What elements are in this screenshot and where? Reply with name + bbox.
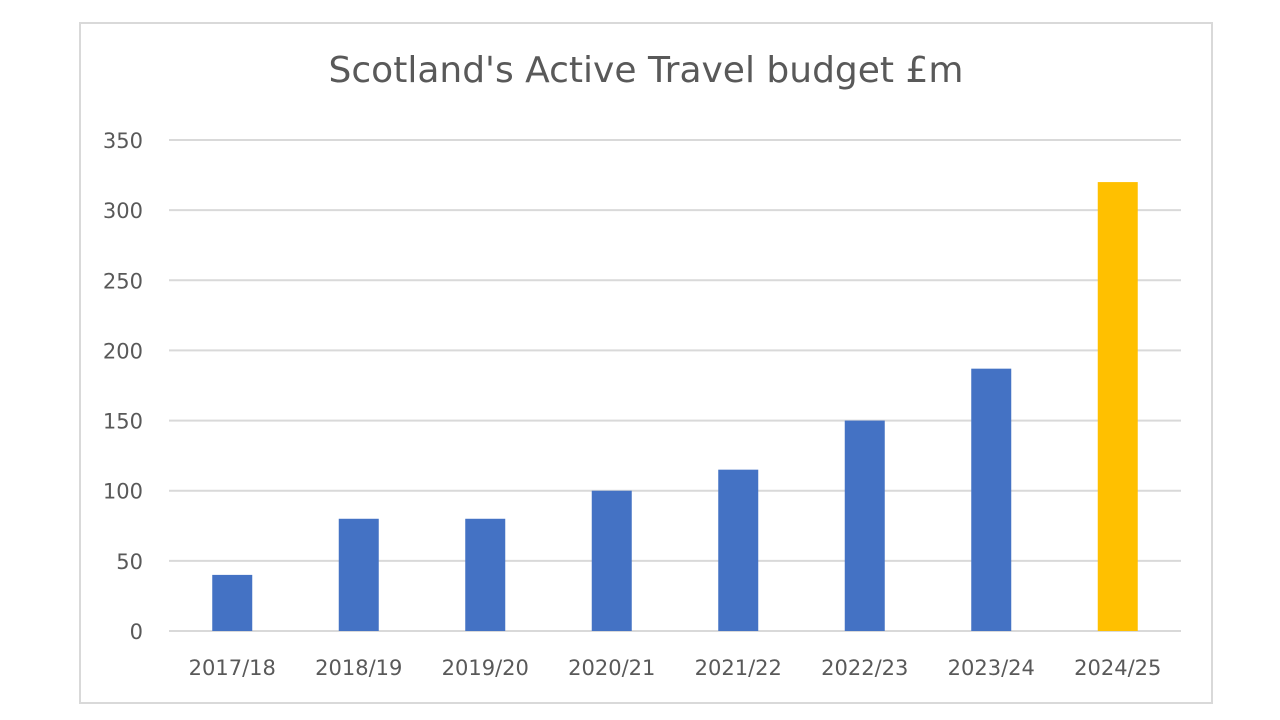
y-tick-label: 150	[103, 410, 143, 434]
bar-2023-24	[971, 368, 1012, 631]
y-tick-label: 0	[130, 620, 143, 644]
y-tick-label: 50	[116, 550, 143, 574]
x-tick-label: 2020/21	[568, 656, 655, 680]
y-tick-label: 250	[103, 269, 143, 293]
y-tick-label: 350	[103, 129, 143, 153]
y-axis-ticks: 0 50 100 150 200 250 300 350	[103, 129, 143, 644]
bar-2024-25	[1097, 182, 1138, 632]
x-tick-label: 2023/24	[948, 656, 1035, 680]
x-tick-label: 2022/23	[821, 656, 908, 680]
x-axis-ticks: 2017/18 2018/19 2019/20 2020/21 2021/22 2022/…	[189, 656, 1162, 680]
x-tick-label: 2018/19	[315, 656, 402, 680]
bar-2017-18	[212, 574, 253, 631]
chart-frame	[79, 22, 1213, 704]
bar-2022-23	[844, 420, 885, 631]
y-tick-label: 100	[103, 480, 143, 504]
bars	[212, 182, 1138, 632]
x-tick-label: 2021/22	[695, 656, 782, 680]
bar-2020-21	[591, 490, 632, 631]
x-tick-label: 2017/18	[189, 656, 276, 680]
bar-2021-22	[718, 469, 759, 631]
bar-2019-20	[465, 518, 506, 631]
y-tick-label: 200	[103, 339, 143, 363]
chart-title: Scotland's Active Travel budget £m	[328, 50, 964, 91]
bar-2018-19	[338, 518, 379, 631]
gridlines	[169, 139, 1181, 632]
y-tick-label: 300	[103, 199, 143, 223]
x-tick-label: 2019/20	[442, 656, 529, 680]
x-tick-label: 2024/25	[1074, 656, 1161, 680]
